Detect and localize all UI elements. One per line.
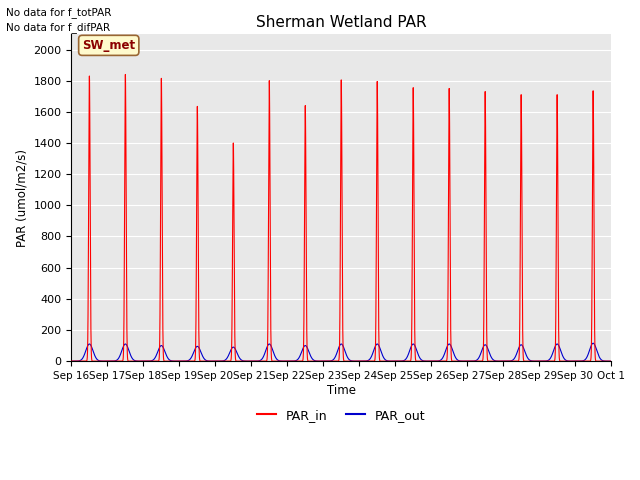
X-axis label: Time: Time	[326, 384, 356, 396]
Text: No data for f_totPAR: No data for f_totPAR	[6, 7, 112, 18]
Y-axis label: PAR (umol/m2/s): PAR (umol/m2/s)	[15, 148, 28, 247]
Text: SW_met: SW_met	[82, 39, 135, 52]
Title: Sherman Wetland PAR: Sherman Wetland PAR	[256, 15, 426, 30]
Legend: PAR_in, PAR_out: PAR_in, PAR_out	[252, 404, 431, 427]
Text: No data for f_difPAR: No data for f_difPAR	[6, 22, 111, 33]
